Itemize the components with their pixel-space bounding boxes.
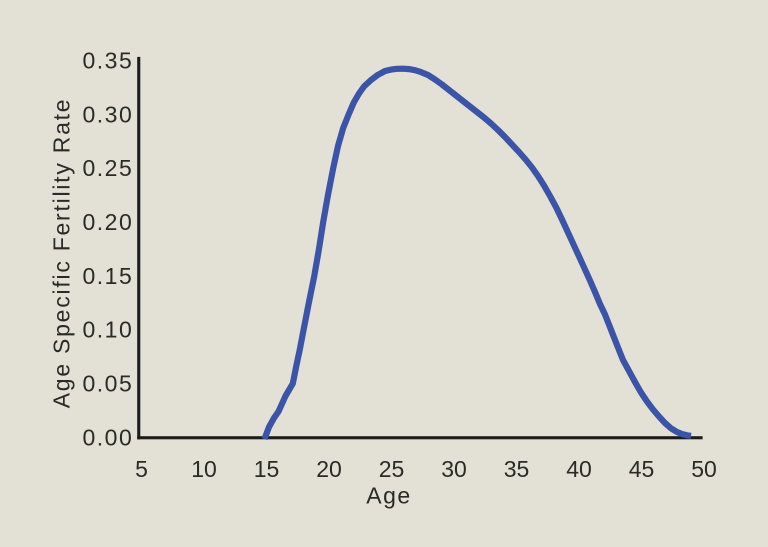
svg-text:Age Specific Fertility Rate: Age Specific Fertility Rate bbox=[49, 98, 75, 409]
svg-text:0.30: 0.30 bbox=[83, 101, 134, 127]
svg-text:15: 15 bbox=[254, 456, 280, 482]
svg-text:Age: Age bbox=[366, 483, 411, 509]
svg-text:0.05: 0.05 bbox=[83, 371, 134, 397]
svg-text:0.00: 0.00 bbox=[83, 424, 134, 450]
svg-text:0.10: 0.10 bbox=[83, 317, 134, 343]
svg-text:0.15: 0.15 bbox=[83, 263, 134, 289]
svg-text:30: 30 bbox=[441, 456, 467, 482]
svg-text:5: 5 bbox=[135, 456, 148, 482]
svg-text:25: 25 bbox=[379, 456, 405, 482]
svg-text:50: 50 bbox=[691, 456, 717, 482]
svg-text:0.20: 0.20 bbox=[83, 209, 134, 235]
svg-text:0.35: 0.35 bbox=[83, 48, 134, 74]
svg-text:40: 40 bbox=[566, 456, 592, 482]
svg-text:35: 35 bbox=[504, 456, 530, 482]
svg-text:0.25: 0.25 bbox=[83, 155, 134, 181]
svg-text:45: 45 bbox=[629, 456, 655, 482]
svg-text:20: 20 bbox=[316, 456, 342, 482]
svg-text:10: 10 bbox=[191, 456, 217, 482]
